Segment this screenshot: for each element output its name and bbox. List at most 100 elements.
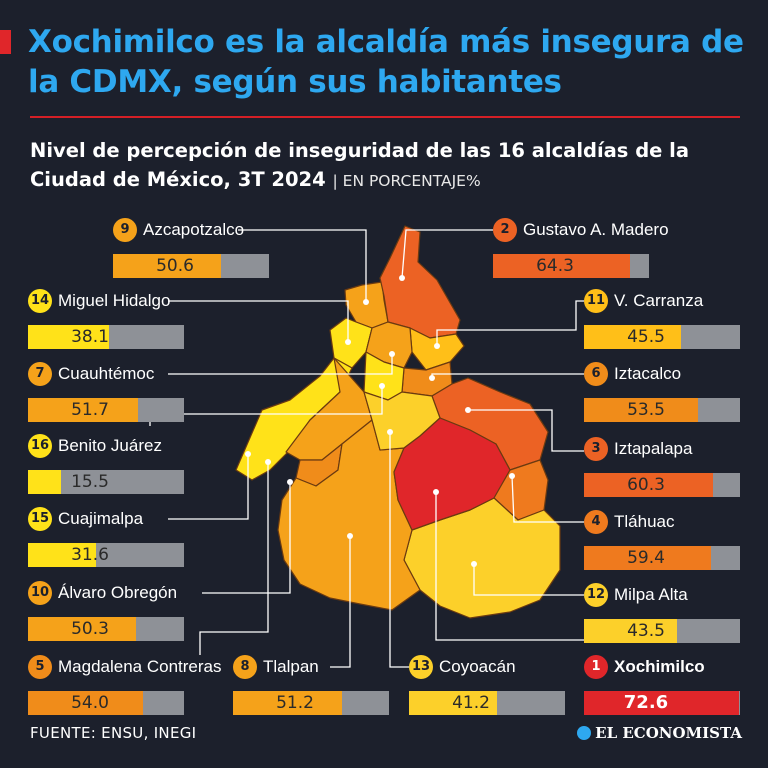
bar-alvaro-obregon xyxy=(28,617,136,641)
page-title: Xochimilco es la alcaldía más insegura d… xyxy=(28,24,744,100)
rank-badge: 7 xyxy=(28,362,52,386)
bar-xochimilco xyxy=(584,691,740,715)
bar-value-label: 38.1 xyxy=(71,327,109,347)
bar-value-label: 51.2 xyxy=(276,693,314,713)
rank-badge: 9 xyxy=(113,218,137,242)
bar-value-label: 60.3 xyxy=(627,475,665,495)
borough-benito-juarez: 16 Benito Juárez 15.5 xyxy=(28,434,188,494)
borough-name: Gustavo A. Madero xyxy=(523,220,669,239)
borough-name: Tláhuac xyxy=(614,512,675,531)
borough-iztacalco: 6 Iztacalco 53.5 xyxy=(584,362,744,422)
borough-coyoacan: 13 Coyoacán 41.2 xyxy=(409,655,569,715)
rank-badge: 1 xyxy=(584,655,608,679)
bar-gustavo-a-madero xyxy=(493,254,631,278)
leader-line-cuajimalpa xyxy=(168,454,249,520)
borough-iztapalapa: 3 Iztapalapa 60.3 xyxy=(584,437,744,497)
rank-badge: 15 xyxy=(28,507,52,531)
map-marker-iztacalco xyxy=(429,375,435,381)
bar-value-label: 31.6 xyxy=(71,545,109,565)
borough-name: Benito Juárez xyxy=(58,436,162,455)
map-marker-benito-juarez xyxy=(379,383,385,389)
rank-badge: 12 xyxy=(584,583,608,607)
rank-badge: 16 xyxy=(28,434,52,458)
borough-name: Álvaro Obregón xyxy=(58,583,178,602)
bar-track: 51.2 xyxy=(233,691,389,715)
title-accent-bar xyxy=(0,30,11,54)
rank-badge: 6 xyxy=(584,362,608,386)
borough-name: Coyoacán xyxy=(439,657,516,676)
borough-cuajimalpa: 15 Cuajimalpa 31.6 xyxy=(28,507,188,567)
map-marker-miguel-hidalgo xyxy=(345,339,351,345)
map-marker-gustavo-a-madero xyxy=(399,275,405,281)
leader-line-magdalena-contreras xyxy=(199,462,269,655)
leader-line-iztacalco xyxy=(431,373,584,378)
map-marker-tlahuac xyxy=(509,473,515,479)
brand-icon xyxy=(577,726,592,740)
map-marker-xochimilco xyxy=(433,489,439,495)
bar-value-label: 50.6 xyxy=(156,256,194,276)
bar-milpa-alta xyxy=(584,619,677,643)
borough-name: Xochimilco xyxy=(614,657,705,676)
bar-track: 41.2 xyxy=(409,691,565,715)
map-marker-coyoacan xyxy=(387,429,393,435)
bar-value-label: 41.2 xyxy=(452,693,490,713)
bar-value-label: 54.0 xyxy=(71,693,109,713)
bar-magdalena-contreras xyxy=(28,691,144,715)
bar-track: 50.3 xyxy=(28,617,184,641)
leader-line-milpa-alta xyxy=(473,564,584,596)
map-marker-tlalpan xyxy=(347,533,353,539)
rank-badge: 4 xyxy=(584,510,608,534)
map-marker-iztapalapa xyxy=(465,407,471,413)
bar-tlahuac xyxy=(584,546,711,570)
bar-value-label: 45.5 xyxy=(627,327,665,347)
rank-badge: 14 xyxy=(28,289,52,313)
map-region-gustavo-a-madero xyxy=(379,225,461,339)
bar-value-label: 72.6 xyxy=(623,692,669,713)
bar-track: 64.3 xyxy=(493,254,649,278)
rank-badge: 3 xyxy=(584,437,608,461)
map-marker-cuauhtemoc xyxy=(389,351,395,357)
borough-milpa-alta: 12 Milpa Alta 43.5 xyxy=(584,583,744,643)
map-marker-magdalena-contreras xyxy=(265,459,271,465)
bar-value-label: 53.5 xyxy=(627,400,665,420)
borough-alvaro-obregon: 10 Álvaro Obregón 50.3 xyxy=(28,581,188,641)
borough-name: Cuauhtémoc xyxy=(58,364,155,383)
bar-iztacalco xyxy=(584,398,699,422)
borough-tlalpan: 8 Tlalpan 51.2 xyxy=(233,655,393,715)
bar-track: 54.0 xyxy=(28,691,184,715)
map-region-tlalpan xyxy=(277,419,421,611)
bar-value-label: 64.3 xyxy=(536,256,574,276)
rank-badge: 2 xyxy=(493,218,517,242)
bar-track: 72.6 xyxy=(584,691,740,715)
borough-name: Miguel Hidalgo xyxy=(58,291,171,310)
leader-line-cuauhtemoc xyxy=(168,354,393,375)
map-marker-milpa-alta xyxy=(471,561,477,567)
map-marker-cuajimalpa xyxy=(245,451,251,457)
bar-track: 43.5 xyxy=(584,619,740,643)
bar-track: 45.5 xyxy=(584,325,740,349)
borough-cuauhtemoc: 7 Cuauhtémoc 51.7 xyxy=(28,362,188,422)
borough-name: Milpa Alta xyxy=(614,585,688,604)
bar-track: 51.7 xyxy=(28,398,184,422)
borough-name: Magdalena Contreras xyxy=(58,657,222,676)
title-divider xyxy=(30,116,740,118)
borough-tlahuac: 4 Tláhuac 59.4 xyxy=(584,510,744,570)
leader-line-coyoacan xyxy=(389,432,409,668)
borough-name: V. Carranza xyxy=(614,291,704,310)
bar-value-label: 51.7 xyxy=(71,400,109,420)
rank-badge: 10 xyxy=(28,581,52,605)
bar-value-label: 50.3 xyxy=(71,619,109,639)
borough-v-carranza: 11 V. Carranza 45.5 xyxy=(584,289,744,349)
borough-gustavo-a-madero: 2 Gustavo A. Madero 64.3 xyxy=(493,218,669,278)
bar-track: 15.5 xyxy=(28,470,184,494)
rank-badge: 5 xyxy=(28,655,52,679)
leader-line-miguel-hidalgo xyxy=(168,300,349,342)
bar-value-label: 43.5 xyxy=(627,621,665,641)
source-note: FUENTE: ENSU, INEGI xyxy=(30,724,197,742)
bar-coyoacan xyxy=(409,691,498,715)
map-marker-v-carranza xyxy=(434,343,440,349)
bar-azcapotzalco xyxy=(113,254,222,278)
rank-badge: 8 xyxy=(233,655,257,679)
borough-magdalena-contreras: 5 Magdalena Contreras 54.0 xyxy=(28,655,221,715)
